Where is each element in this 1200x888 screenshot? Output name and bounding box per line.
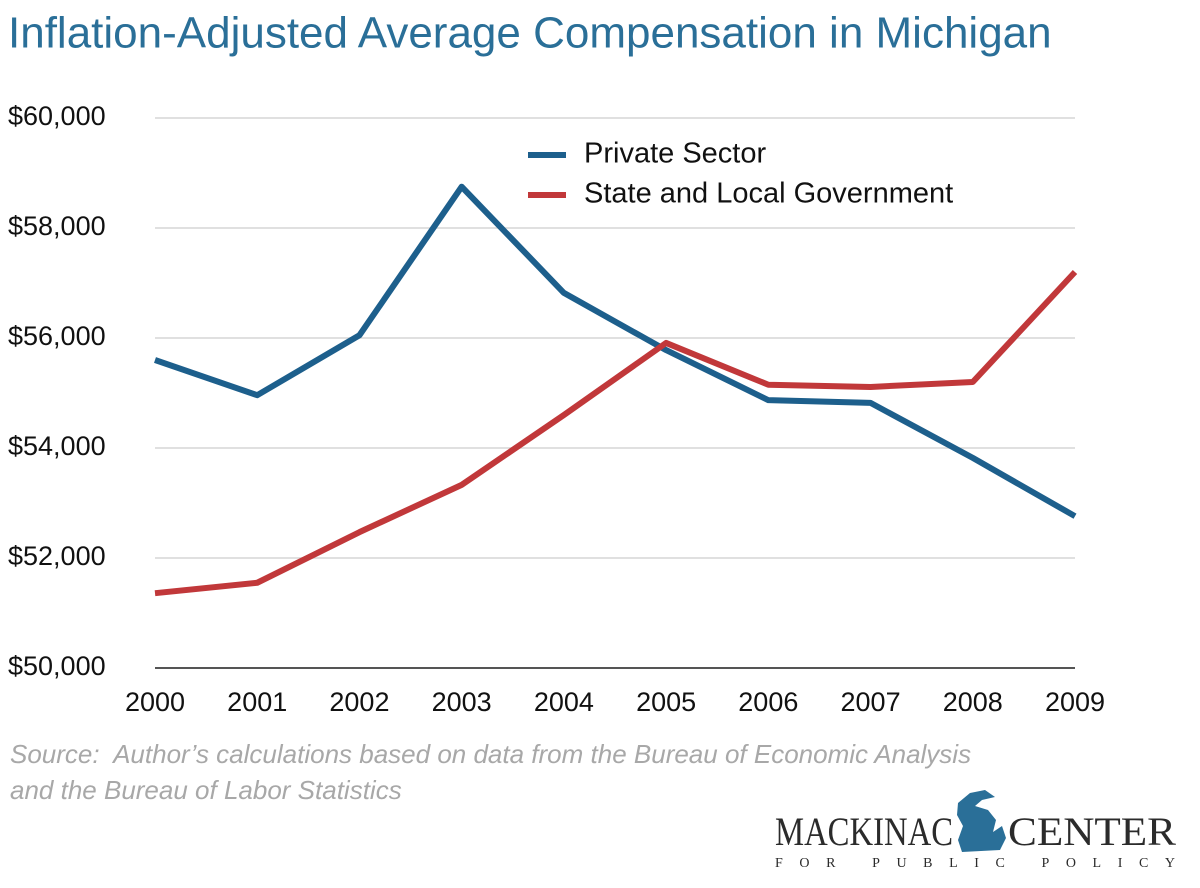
y-tick-label: $52,000 xyxy=(8,541,106,571)
x-tick-label: 2007 xyxy=(841,687,901,717)
legend-label: Private Sector xyxy=(584,138,766,170)
x-tick-label: 2002 xyxy=(329,687,389,717)
logo-mark xyxy=(957,790,1006,852)
x-tick-label: 2005 xyxy=(636,687,696,717)
y-tick-label: $54,000 xyxy=(8,431,106,461)
x-tick-label: 2000 xyxy=(125,687,185,717)
y-tick-label: $60,000 xyxy=(8,101,106,131)
series-line xyxy=(154,269,1078,597)
y-tick-label: $50,000 xyxy=(8,651,106,681)
x-tick-label: 2003 xyxy=(432,687,492,717)
logo-tagline: FOR PUBLIC POLICY xyxy=(775,856,1175,871)
x-tick-label: 2001 xyxy=(227,687,287,717)
x-tick-label: 2004 xyxy=(534,687,594,717)
source-line: and the Bureau of Labor Statistics xyxy=(10,775,402,805)
chart-title: Inflation-Adjusted Average Compensation … xyxy=(8,9,1052,58)
logo-text: CENTER xyxy=(1008,809,1176,854)
logo: MACKINAC CENTER FOR PUBLIC POLICY xyxy=(775,790,1176,871)
x-tick-label: 2009 xyxy=(1045,687,1105,717)
series-line xyxy=(154,183,1077,519)
x-tick-label: 2006 xyxy=(738,687,798,717)
y-tick-label: $56,000 xyxy=(8,321,106,351)
source-line: Source: Author’s calculations based on d… xyxy=(10,739,971,769)
legend-label: State and Local Government xyxy=(584,178,953,210)
x-tick-label: 2008 xyxy=(943,687,1003,717)
y-tick-label: $58,000 xyxy=(8,211,106,241)
logo-text: MACKINAC xyxy=(775,809,953,854)
